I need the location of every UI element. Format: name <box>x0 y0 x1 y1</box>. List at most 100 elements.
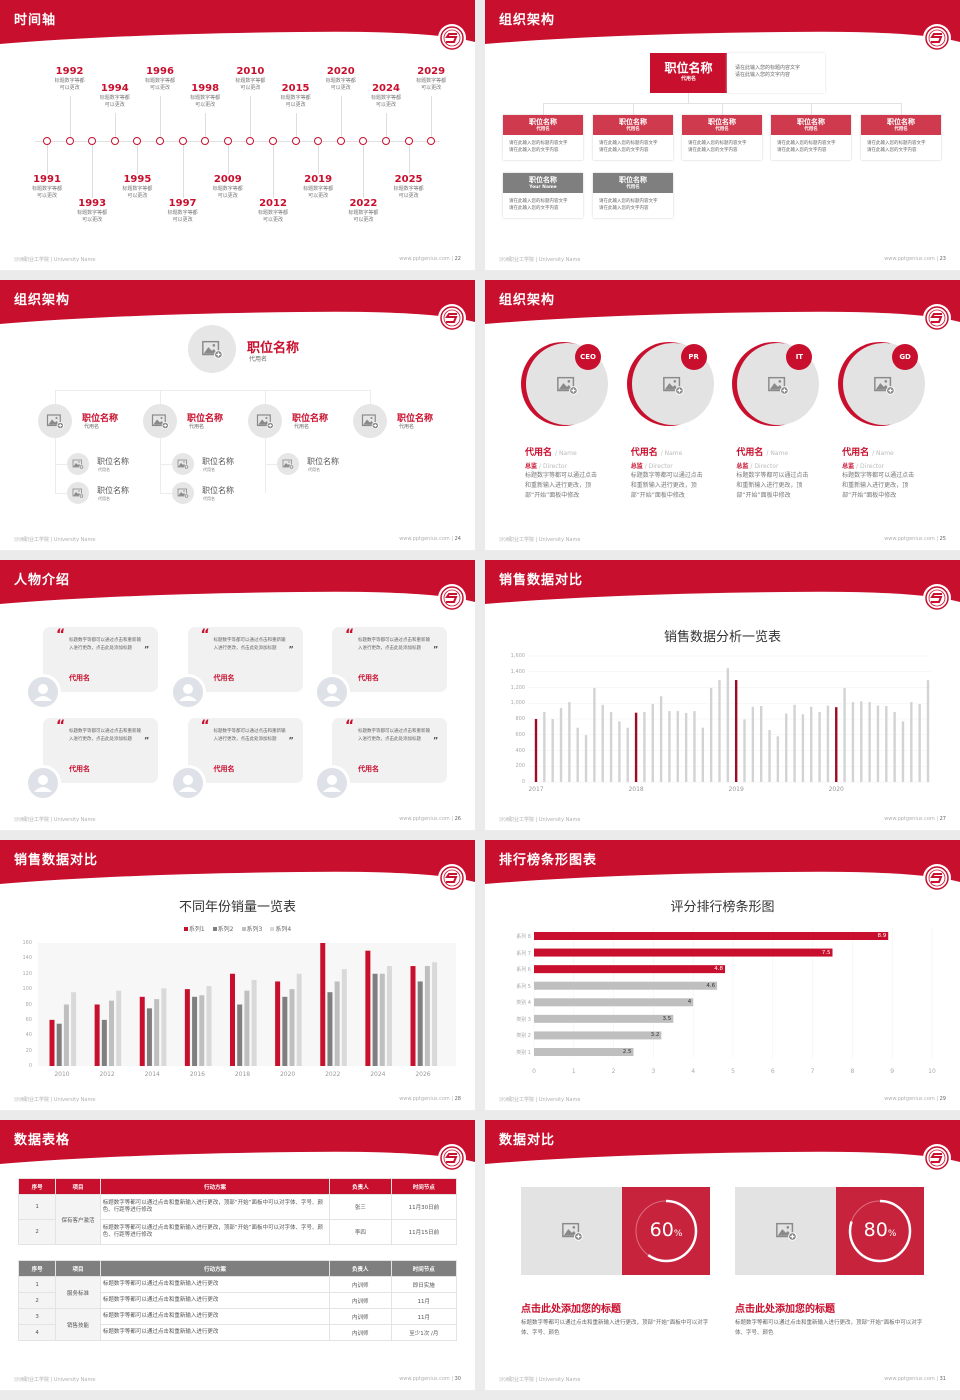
connector-line <box>160 96 161 137</box>
timeline-dot[interactable] <box>178 137 187 145</box>
position-box[interactable]: 职位名称 代用名 请在此输入您的标题内容文字 请在此输入您的文字内容 <box>593 115 673 160</box>
position-box[interactable]: 职位名称 代用名 请在此输入您的标题内容文字 请在此输入您的文字内容 <box>771 115 851 160</box>
slide-23[interactable]: 组织架构 沙洲职业工学院 | University Name www.pptgeni… <box>485 0 960 270</box>
owner-cell: 内训师 <box>329 1276 392 1293</box>
connector-line <box>722 103 723 115</box>
sun <box>778 380 782 383</box>
timeline-dot[interactable] <box>201 137 210 145</box>
member-role: 总监 <box>842 463 855 470</box>
position-box[interactable]: 职位名称 代用名 请在此输入您的标题内容文字 请在此输入您的文字内容 <box>503 115 583 160</box>
timeline-dot[interactable] <box>88 137 97 145</box>
user-icon <box>34 775 52 792</box>
desc-line: 请在此输入您的标题内容文字 <box>509 199 568 204</box>
header-band <box>485 1120 960 1164</box>
quote-card[interactable]: “标题数字等都可以通过点击和重新输入进行更改，点击此处添加标题” 代用名 <box>43 627 158 692</box>
timeline-dot[interactable] <box>223 137 232 145</box>
slide-24[interactable]: 组织架构 沙洲职业工学院 | University Name www.pptgeni… <box>0 280 475 550</box>
avatar-circle[interactable] <box>67 453 89 475</box>
quote-card[interactable]: “标题数字等都可以通过点击和重新输入进行更改，点击此处添加标题” 代用名 <box>187 627 303 692</box>
card-heading[interactable]: 点击此处添加您的标题 <box>735 1304 835 1315</box>
avatar-circle[interactable] <box>188 325 236 373</box>
bar <box>71 992 77 1066</box>
y-tick-label: 120 <box>22 970 32 977</box>
timeline-dot[interactable] <box>269 137 277 145</box>
timeline-dot[interactable] <box>382 137 390 145</box>
bar <box>918 704 921 782</box>
quote-card[interactable]: “标题数字等都可以通过点击和重新输入进行更改，点击此处添加标题” 代用名 <box>187 718 303 783</box>
bar <box>417 981 423 1066</box>
data-label: 8.9 <box>877 933 887 939</box>
y-tick-label: 800 <box>515 716 525 722</box>
position-sub: 代用名 <box>715 127 729 132</box>
timeline-desc: 可以更改 <box>285 102 306 108</box>
timeline-dot[interactable] <box>291 137 300 145</box>
position-box[interactable]: 职位名称 代用名 请在此输入您的标题内容文字 请在此输入您的文字内容 <box>682 115 762 160</box>
avatar[interactable] <box>25 674 61 710</box>
position-box[interactable]: 职位名称 代用名 请在此输入您的标题内容文字 请在此输入您的文字内容 <box>861 115 941 160</box>
user-icon <box>178 684 197 701</box>
close-quote-icon: ” <box>433 736 439 745</box>
avatar-circle[interactable] <box>172 453 194 475</box>
timeline-year: 2022 <box>349 198 378 209</box>
timeline-desc: 可以更改 <box>36 193 57 199</box>
mountain <box>563 1229 578 1236</box>
timeline-dot[interactable] <box>427 137 436 145</box>
avatar-circle[interactable] <box>353 404 387 438</box>
slide-30[interactable]: 数据表格 沙洲职业工学院 | University Name www.pptgeni… <box>0 1120 475 1390</box>
sun <box>78 461 80 463</box>
image-placeholder[interactable] <box>735 1187 836 1275</box>
timeline-dot[interactable] <box>110 137 119 145</box>
quote-card[interactable]: “标题数字等都可以通过点击和重新输入进行更改，点击此处添加标题” 代用名 <box>332 627 447 692</box>
avatar-circle[interactable] <box>248 404 282 438</box>
timeline-dot[interactable] <box>359 137 368 145</box>
slide-22[interactable]: 时间轴 沙洲职业工学院 | University Name www.pptgeniu… <box>0 0 475 270</box>
data-label: 4.8 <box>714 966 724 973</box>
bar <box>559 707 563 782</box>
logo-s <box>445 593 458 603</box>
desc-line: 请在此输入您的文字内容 <box>599 206 649 211</box>
slide-26[interactable]: 人物介绍 沙洲职业工学院 | University Name www.pptgeni… <box>0 560 475 830</box>
position-box-header: 职位名称 Your Name <box>503 173 583 193</box>
position-box-header: 职位名称 代用名 <box>593 173 673 193</box>
quote-card[interactable]: “标题数字等都可以通过点击和重新输入进行更改，点击此处添加标题” 代用名 <box>43 718 158 783</box>
avatar-circle[interactable] <box>277 453 299 475</box>
plus <box>576 1234 581 1239</box>
timeline-dot[interactable] <box>65 137 74 145</box>
avatar-circle[interactable] <box>67 482 89 504</box>
timeline-dot[interactable] <box>404 137 413 145</box>
quote-text: 标题数字等都可以通过点击和重新输入进行更改，点击此处添加标题 <box>213 729 286 742</box>
card-heading[interactable]: 点击此处添加您的标题 <box>521 1304 621 1315</box>
timeline-dot[interactable] <box>314 137 323 145</box>
timeline-dot[interactable] <box>156 137 164 145</box>
mountain <box>777 1229 792 1236</box>
legend-label: 系列2 <box>217 926 234 933</box>
image-placeholder[interactable] <box>521 1187 622 1275</box>
position-box[interactable]: 职位名称 代用名 请在此输入您的标题内容文字 请在此输入您的文字内容 <box>593 173 673 218</box>
action-cell: 标题数字等都可以通过点击和重新输入进行更改 <box>99 1292 331 1309</box>
position-box-header: 职位名称 代用名 <box>682 115 762 135</box>
x-tick-label: 2020 <box>828 786 844 793</box>
slide-31[interactable]: 数据对比 沙洲职业工学院 | University Name www.pptgeni… <box>485 1120 960 1390</box>
timeline-dot[interactable] <box>336 137 345 145</box>
slide-27[interactable]: 销售数据对比 沙洲职业工学院 | University Name www.pptge… <box>485 560 960 830</box>
data-label: 2.5 <box>622 1049 632 1055</box>
x-tick-label: 8 <box>850 1068 855 1075</box>
member-name-en: / Name <box>555 450 577 457</box>
connector-line <box>318 145 320 174</box>
timeline-dot[interactable] <box>43 137 51 145</box>
timeline-dot[interactable] <box>133 137 142 145</box>
slide-28[interactable]: 销售数据对比 沙洲职业工学院 | University Name www.pptge… <box>0 840 475 1110</box>
avatar-circle[interactable] <box>172 482 194 504</box>
avatar-circle[interactable] <box>143 404 177 438</box>
frame <box>202 340 220 356</box>
timeline-dot[interactable] <box>246 137 255 145</box>
avatar-circle[interactable] <box>38 404 72 438</box>
slide-25[interactable]: 组织架构 沙洲职业工学院 | University Name www.pptgeni… <box>485 280 960 550</box>
timeline-desc: 标题数字等都 <box>280 95 311 101</box>
bar <box>237 1004 243 1066</box>
slide-29[interactable]: 排行榜条形图表 沙洲职业工学院 | University Name www.pptg… <box>485 840 960 1110</box>
quote-card[interactable]: “标题数字等都可以通过点击和重新输入进行更改，点击此处添加标题” 代用名 <box>332 718 447 783</box>
image-placeholder-icon <box>72 459 84 470</box>
position-box[interactable]: 职位名称 Your Name 请在此输入您的标题内容文字 请在此输入您的文字内容 <box>503 173 583 218</box>
top-position-box[interactable]: 职位名称 代用名 <box>650 53 727 93</box>
